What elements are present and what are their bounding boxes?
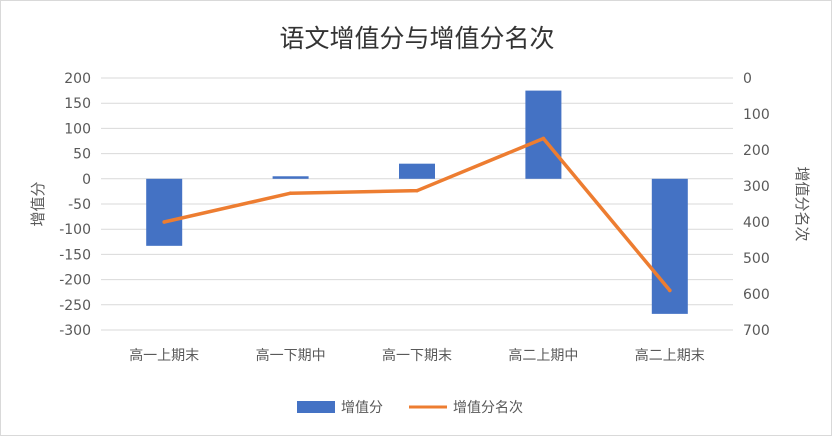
- right-tick-label: 200: [743, 143, 770, 159]
- legend-bar-swatch: [297, 401, 335, 413]
- left-tick-label: -250: [59, 298, 91, 314]
- bar: [146, 178, 183, 246]
- left-axis-ticks: 200 150 100 50 0 -50 -100 -150 -200 -250 -300: [59, 71, 91, 339]
- category-labels: 高一上期末 高一下期中 高一下期末 高二上期中 高二上期末: [129, 347, 705, 364]
- gridlines: [101, 77, 733, 331]
- category-label: 高二上期末: [635, 347, 705, 364]
- line-point: [668, 288, 672, 293]
- left-tick-label: -150: [59, 247, 91, 263]
- left-tick-label: -200: [59, 273, 91, 289]
- left-axis-title: 增值分: [29, 181, 47, 226]
- line-series: [162, 136, 672, 293]
- line-point: [415, 188, 419, 193]
- bar: [399, 163, 435, 179]
- right-tick-label: 400: [743, 215, 770, 231]
- bar: [272, 176, 309, 179]
- legend-line-label: 增值分名次: [453, 400, 523, 416]
- category-label: 高二上期中: [508, 347, 578, 364]
- line-point: [541, 136, 546, 141]
- bar-series: [146, 90, 688, 314]
- left-tick-label: 0: [82, 172, 91, 188]
- chart-title: 语文增值分与增值分名次: [279, 24, 554, 53]
- line-point: [162, 220, 166, 224]
- right-tick-label: 0: [743, 71, 752, 87]
- bar: [525, 90, 562, 179]
- category-label: 高一上期末: [129, 347, 199, 364]
- legend-bar-label: 增值分: [341, 400, 383, 416]
- left-tick-label: -100: [59, 222, 91, 238]
- left-tick-label: 100: [64, 121, 91, 137]
- line-point: [288, 191, 293, 195]
- right-tick-label: 100: [743, 107, 770, 123]
- category-label: 高一下期末: [382, 347, 452, 364]
- bar: [651, 178, 688, 314]
- left-tick-label: 150: [64, 96, 91, 112]
- right-tick-label: 500: [743, 251, 770, 267]
- right-tick-label: 600: [743, 287, 770, 303]
- left-tick-label: 50: [73, 147, 91, 163]
- left-tick-label: -300: [59, 323, 91, 339]
- right-axis-ticks: 0 100 200 300 400 500 600 700: [743, 71, 770, 339]
- legend: 增值分 增值分名次: [297, 400, 523, 416]
- right-tick-label: 300: [743, 179, 770, 195]
- left-tick-label: 200: [64, 71, 91, 87]
- series-line: [162, 136, 672, 293]
- category-label: 高一下期中: [256, 347, 326, 364]
- right-tick-label: 700: [743, 323, 770, 339]
- left-tick-label: -50: [68, 197, 91, 213]
- right-axis-title: 增值分名次: [793, 166, 811, 241]
